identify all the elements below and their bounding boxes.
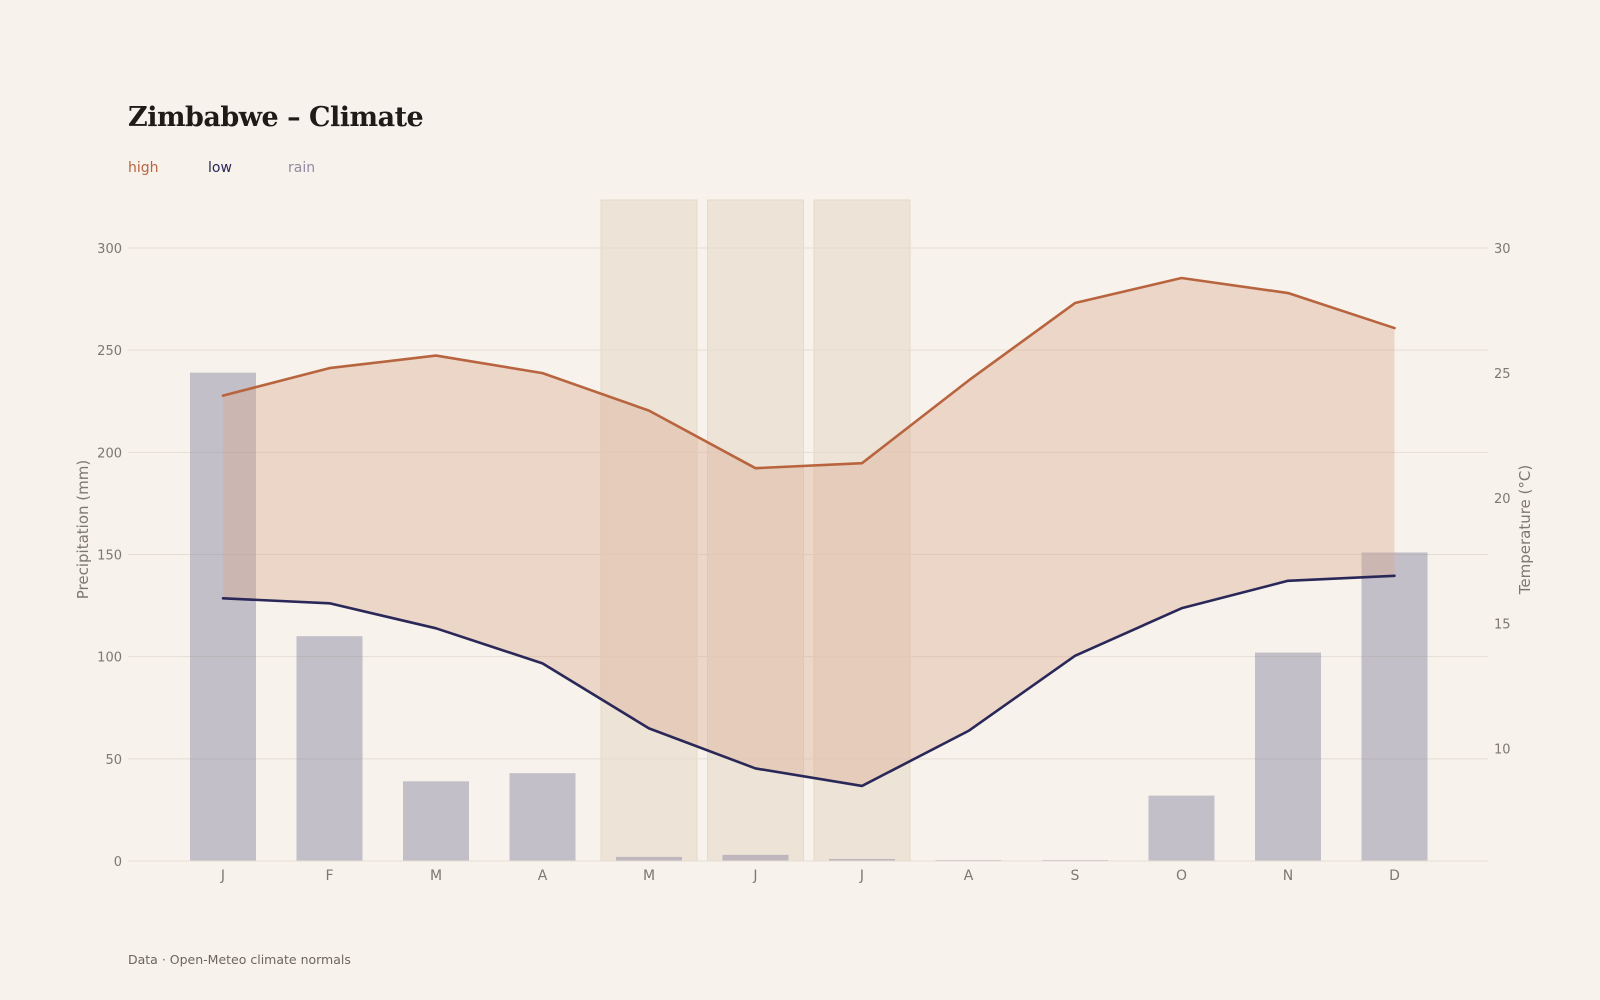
legend-item-rain: rain — [288, 160, 316, 176]
x-tick-8: A — [964, 868, 974, 884]
y-left-tick-300: 300 — [97, 242, 122, 257]
x-tick-10: O — [1176, 868, 1187, 884]
rain-bar-month-8 — [935, 859, 1002, 861]
y-right-tick-15: 15 — [1494, 617, 1511, 632]
data-source-note: Data · Open-Meteo climate normals — [128, 952, 351, 967]
y-left-tick-50: 50 — [105, 753, 122, 768]
y-left-tick-250: 250 — [97, 344, 122, 359]
x-tick-4: A — [538, 868, 548, 884]
chart-title: Zimbabwe – Climate — [128, 102, 424, 133]
y-left-axis-title: Precipitation (mm) — [74, 460, 92, 599]
y-right-axis-title: Temperature (°C) — [1516, 465, 1534, 595]
rain-bar-month-10 — [1148, 795, 1215, 861]
rain-bar-month-9 — [1042, 859, 1108, 861]
x-tick-3: M — [430, 868, 442, 884]
rain-bar-month-7 — [829, 858, 895, 861]
x-tick-5: M — [643, 868, 655, 884]
y-left-tick-0: 0 — [114, 855, 122, 870]
x-tick-11: N — [1283, 868, 1293, 884]
rain-bar-month-1 — [190, 372, 256, 861]
rain-bar-month-3 — [403, 781, 469, 861]
legend-item-low: low — [208, 160, 232, 176]
y-right-tick-20: 20 — [1494, 492, 1511, 507]
legend-item-high: high — [128, 160, 159, 176]
rain-bar-month-5 — [616, 856, 682, 861]
y-right-tick-25: 25 — [1494, 367, 1511, 382]
x-tick-12: D — [1389, 868, 1400, 884]
rain-bar-month-11 — [1255, 652, 1321, 861]
y-right-tick-30: 30 — [1494, 242, 1511, 257]
low-temperature-line — [221, 574, 1396, 788]
high-temperature-line — [221, 276, 1396, 470]
highlight-band-month-5 — [600, 199, 698, 862]
rain-bar-month-12 — [1361, 552, 1428, 861]
y-right-tick-10: 10 — [1494, 742, 1511, 757]
highlight-band-month-7 — [813, 199, 911, 862]
x-tick-7: J — [859, 868, 864, 884]
x-tick-2: F — [325, 868, 333, 884]
rain-bar-month-6 — [722, 854, 789, 861]
temperature-range-band — [223, 278, 1395, 786]
rain-bar-month-4 — [509, 773, 576, 861]
x-tick-6: J — [752, 868, 757, 884]
y-left-tick-150: 150 — [97, 549, 122, 564]
x-tick-9: S — [1071, 868, 1080, 884]
y-left-tick-100: 100 — [97, 651, 122, 666]
y-left-tick-200: 200 — [97, 446, 122, 461]
rain-bar-month-2 — [296, 636, 363, 861]
highlight-band-month-6 — [707, 199, 804, 862]
x-tick-1: J — [220, 868, 225, 884]
